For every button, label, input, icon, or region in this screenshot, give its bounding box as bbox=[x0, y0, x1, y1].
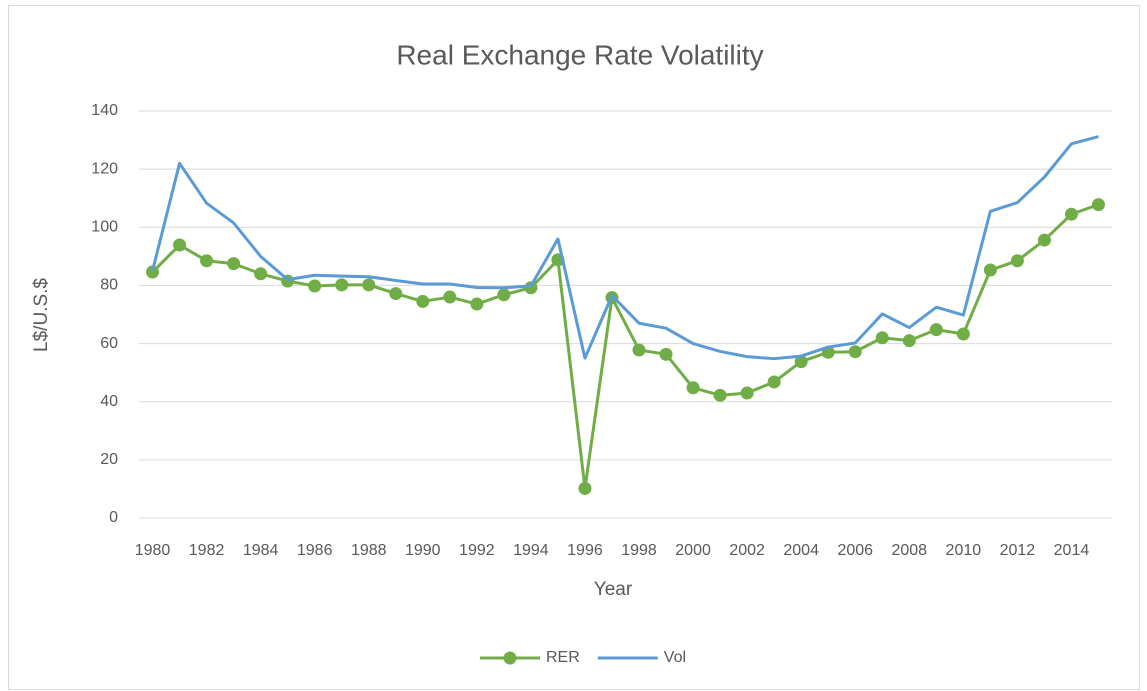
data-point bbox=[416, 294, 430, 308]
data-point bbox=[497, 288, 511, 302]
chart-frame bbox=[8, 5, 1140, 690]
y-tick-label: 80 bbox=[100, 277, 118, 294]
x-tick-label: 1996 bbox=[567, 542, 603, 559]
data-point bbox=[524, 281, 538, 295]
x-tick-label: 1990 bbox=[405, 542, 441, 559]
data-point bbox=[929, 323, 943, 337]
x-tick-label: 1980 bbox=[135, 542, 171, 559]
x-tick-label: 2010 bbox=[946, 542, 982, 559]
data-point bbox=[173, 238, 187, 252]
y-axis-title: L$/U.S.$ bbox=[31, 278, 52, 352]
data-point bbox=[659, 347, 673, 361]
x-tick-label: 2002 bbox=[729, 542, 765, 559]
y-tick-label: 20 bbox=[100, 451, 118, 468]
x-tick-label: 1986 bbox=[297, 542, 333, 559]
x-tick-label: 2012 bbox=[1000, 542, 1036, 559]
data-point bbox=[875, 331, 889, 345]
data-point bbox=[254, 267, 268, 281]
x-tick-label: 2004 bbox=[783, 542, 819, 559]
data-point bbox=[740, 386, 754, 400]
data-point bbox=[470, 297, 484, 311]
data-point bbox=[956, 327, 970, 341]
data-point bbox=[1064, 207, 1078, 221]
data-point bbox=[443, 290, 457, 304]
x-tick-label: 1984 bbox=[243, 542, 279, 559]
legend-marker bbox=[503, 651, 517, 665]
x-tick-label: 1994 bbox=[513, 542, 549, 559]
y-tick-label: 140 bbox=[91, 102, 118, 119]
data-point bbox=[200, 254, 214, 268]
legend-label: RER bbox=[546, 649, 580, 666]
data-point bbox=[1010, 254, 1024, 268]
data-point bbox=[848, 345, 862, 359]
data-point bbox=[794, 355, 808, 369]
data-point bbox=[1091, 198, 1105, 212]
x-tick-label: 1998 bbox=[621, 542, 657, 559]
x-tick-label: 2000 bbox=[675, 542, 711, 559]
x-axis-title: Year bbox=[594, 579, 633, 600]
data-point bbox=[308, 279, 322, 293]
x-tick-label: 1992 bbox=[459, 542, 495, 559]
y-tick-label: 40 bbox=[100, 393, 118, 410]
data-point bbox=[578, 481, 592, 495]
data-point bbox=[227, 257, 241, 271]
data-point bbox=[362, 278, 376, 292]
y-tick-label: 100 bbox=[91, 219, 118, 236]
x-tick-label: 2014 bbox=[1054, 542, 1090, 559]
data-point bbox=[1037, 233, 1051, 247]
x-tick-label: 2008 bbox=[891, 542, 927, 559]
y-tick-label: 60 bbox=[100, 335, 118, 352]
legend-label: Vol bbox=[664, 649, 686, 666]
data-point bbox=[767, 375, 781, 389]
chart-title: Real Exchange Rate Volatility bbox=[396, 39, 763, 70]
data-point bbox=[713, 388, 727, 402]
y-tick-label: 120 bbox=[91, 160, 118, 177]
y-tick-label: 0 bbox=[109, 509, 118, 526]
data-point bbox=[902, 334, 916, 348]
data-point bbox=[632, 343, 646, 357]
data-point bbox=[983, 263, 997, 277]
data-point bbox=[686, 381, 700, 395]
x-tick-label: 1982 bbox=[189, 542, 225, 559]
data-point bbox=[146, 265, 160, 279]
x-tick-label: 1988 bbox=[351, 542, 387, 559]
x-tick-label: 2006 bbox=[837, 542, 873, 559]
series-line bbox=[151, 135, 1099, 361]
data-point bbox=[335, 278, 349, 292]
data-point bbox=[389, 287, 403, 301]
